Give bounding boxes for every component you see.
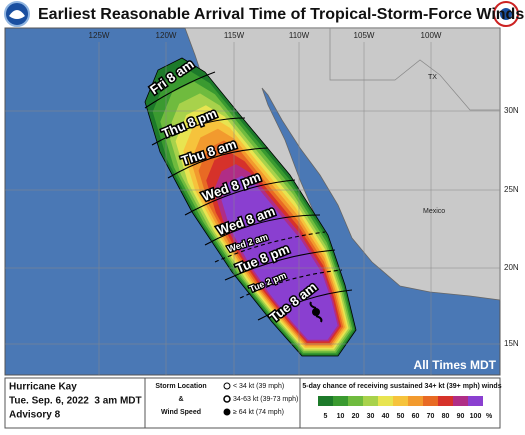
scale-swatch — [363, 396, 378, 406]
borders — [329, 28, 500, 111]
longitude-label: 110W — [289, 31, 310, 40]
longitude-label: 125W — [89, 31, 110, 40]
longitude-label: 120W — [156, 31, 177, 40]
symbol-title: Storm Location — [155, 383, 206, 390]
contour — [151, 117, 246, 146]
storm-center — [312, 308, 320, 316]
scale-swatch — [318, 396, 333, 406]
nws-logo-core — [500, 8, 512, 20]
symbol-title: Wind Speed — [161, 409, 201, 416]
place-label: TX — [428, 74, 437, 81]
latitude-label: 30N — [504, 106, 519, 115]
time-note: All Times MDT — [414, 358, 497, 372]
scale-unit: % — [486, 413, 493, 420]
scale-label: 60 — [412, 413, 420, 420]
contour — [224, 249, 336, 281]
scale-swatch — [423, 396, 438, 406]
longitude-label: 115W — [224, 31, 245, 40]
storm-arms — [309, 301, 323, 323]
symbol-high — [223, 408, 231, 416]
contour — [167, 147, 269, 179]
symbol-low — [223, 382, 231, 390]
advisory: Advisory 8 — [9, 410, 61, 421]
storm-time: Tue. Sep. 6, 2022 3 am MDT — [9, 396, 142, 407]
scale-swatch — [438, 396, 453, 406]
longitude-label: 105W — [354, 31, 375, 40]
storm-symbol — [309, 301, 323, 323]
contour — [184, 179, 296, 216]
scale-swatch — [468, 396, 483, 406]
scale-label: 80 — [442, 413, 450, 420]
symbol-label: ≥ 64 kt (74 mph) — [233, 409, 284, 416]
scale-label: 50 — [397, 413, 405, 420]
scale-label: 30 — [367, 413, 375, 420]
contour — [204, 214, 321, 246]
scale-label: 70 — [427, 413, 435, 420]
contour — [257, 289, 353, 321]
contour — [214, 231, 326, 263]
scale-label: 20 — [352, 413, 360, 420]
time-contours — [144, 71, 353, 321]
latitude-label: 20N — [504, 263, 519, 272]
storm-name: Hurricane Kay — [9, 382, 77, 393]
symbol-title: & — [178, 396, 183, 403]
latitude-label: 25N — [504, 185, 519, 194]
contour — [144, 71, 216, 109]
scale-label: 100 — [470, 413, 482, 420]
scale-swatch — [348, 396, 363, 406]
longitude-label: 100W — [421, 31, 442, 40]
symbol-label: 34-63 kt (39-73 mph) — [233, 396, 298, 403]
scale-label: 5 — [324, 413, 328, 420]
title: Earliest Reasonable Arrival Time of Trop… — [38, 6, 524, 23]
symbol-label: < 34 kt (39 mph) — [233, 383, 284, 390]
graticule — [5, 42, 500, 375]
symbol-mid — [223, 395, 231, 403]
scale-label: 10 — [337, 413, 345, 420]
latitude-label: 15N — [504, 339, 519, 348]
scale-swatch — [378, 396, 393, 406]
scale-swatch — [408, 396, 423, 406]
scale-label: 90 — [457, 413, 465, 420]
scale-swatch — [393, 396, 408, 406]
noaa-logo-bird — [9, 10, 25, 19]
scale-swatch — [453, 396, 468, 406]
color-scale: 5 10 20 30 40 50 60 70 80 90 100% — [318, 396, 493, 420]
place-label: Mexico — [423, 208, 445, 215]
scale-label: 40 — [382, 413, 390, 420]
scale-swatch — [333, 396, 348, 406]
scale-title: 5-day chance of receiving sustained 34+ … — [302, 383, 501, 390]
